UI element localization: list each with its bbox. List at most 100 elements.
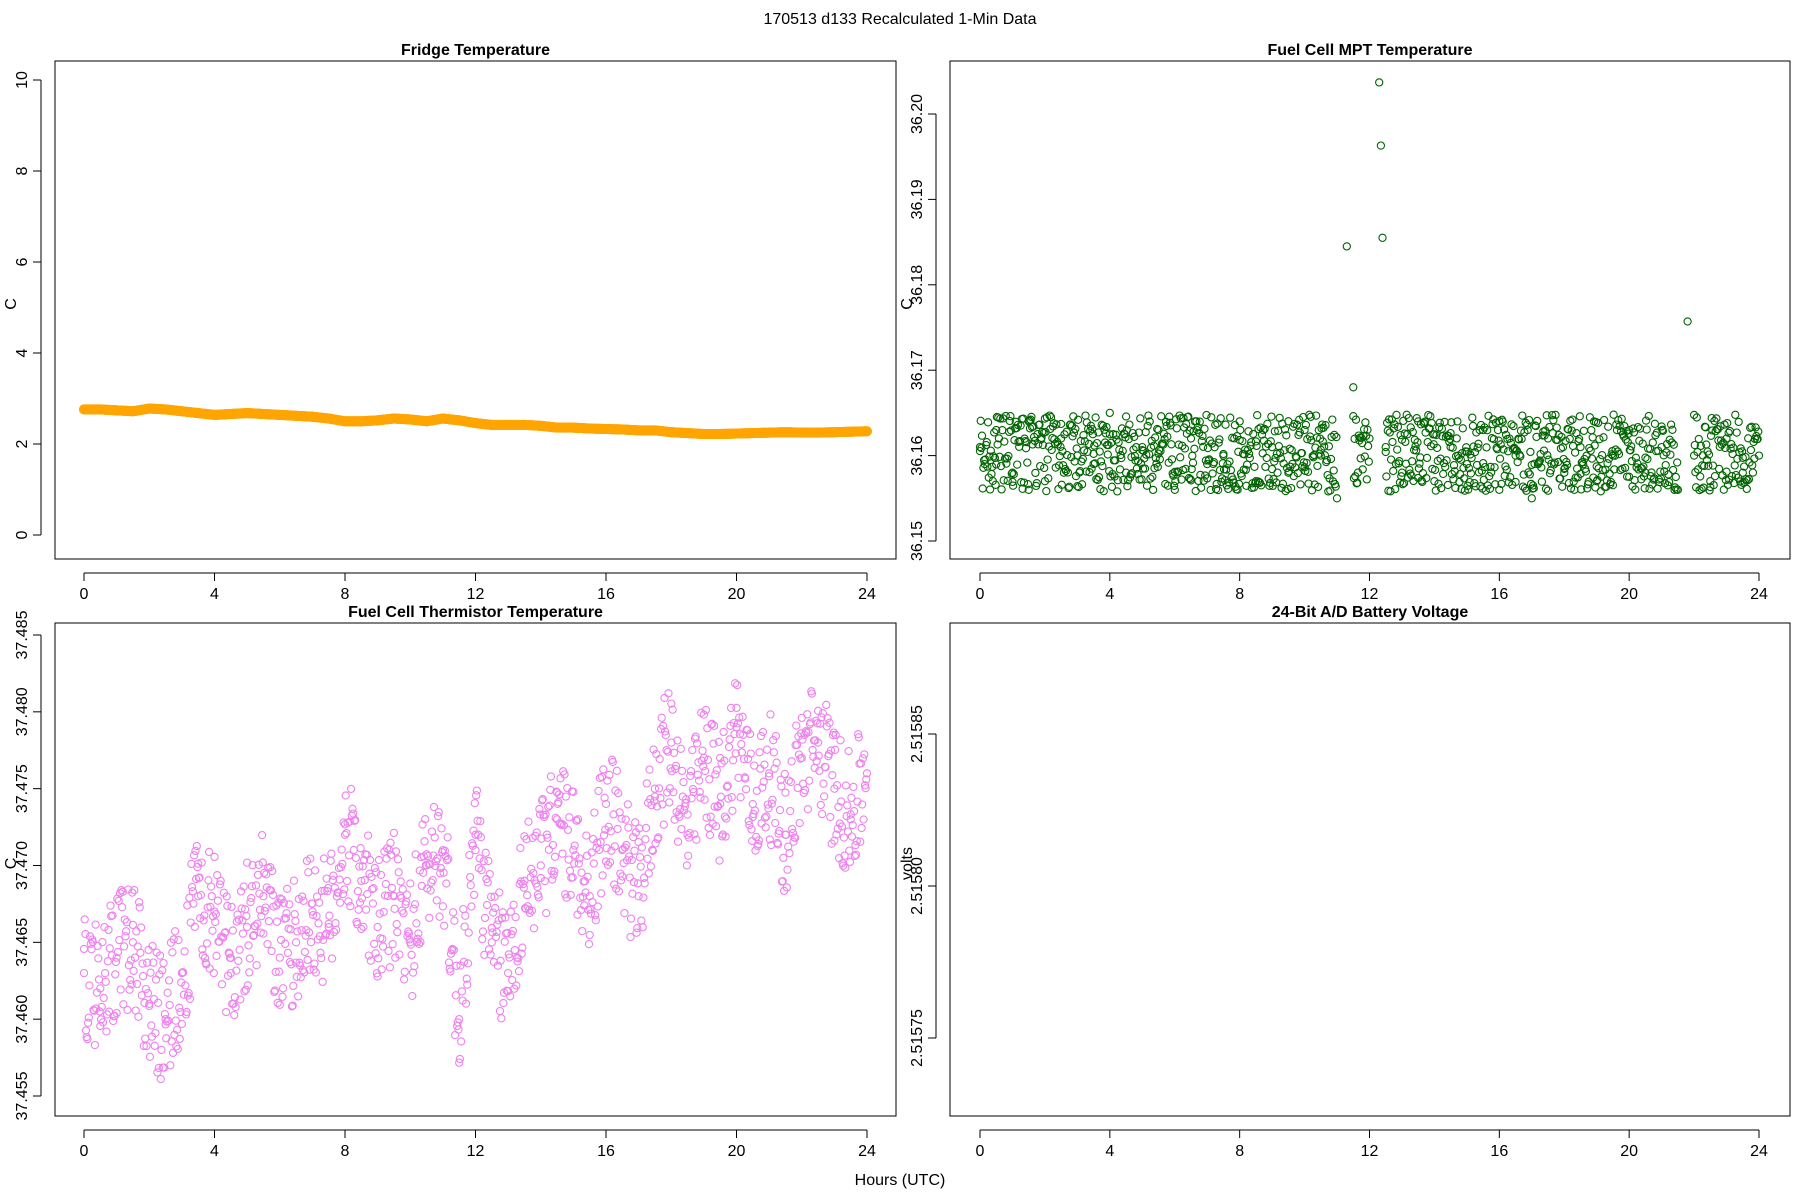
data-point <box>849 782 858 792</box>
data-point <box>189 851 199 860</box>
data-point <box>786 777 796 787</box>
data-point <box>685 828 694 838</box>
x-tick-label: 12 <box>467 586 485 603</box>
data-point <box>357 924 366 934</box>
plot-frame <box>54 60 897 560</box>
data-point <box>1604 422 1613 431</box>
data-point <box>590 808 599 817</box>
data-point <box>766 710 775 719</box>
data-point <box>843 827 853 836</box>
data-point <box>337 845 346 854</box>
data-point <box>206 882 216 891</box>
data-point <box>121 927 131 936</box>
data-point <box>715 856 724 865</box>
data-point <box>1188 451 1197 460</box>
data-point <box>1023 458 1032 467</box>
data-point <box>1196 483 1206 492</box>
data-point <box>1669 440 1678 449</box>
data-point <box>679 777 688 787</box>
data-point <box>163 988 172 997</box>
data-point <box>457 987 467 996</box>
panel-2: Fuel Cell MPT Temperature 0 4 8 12 16 20 24 36.1… <box>899 42 1791 603</box>
data-point <box>273 998 282 1008</box>
data-point <box>620 908 629 918</box>
data-point <box>472 786 482 795</box>
data-point <box>1452 434 1461 443</box>
data-point <box>1406 423 1415 432</box>
data-point <box>147 1021 156 1030</box>
data-point <box>245 954 254 963</box>
data-point <box>1527 494 1536 503</box>
data-point <box>148 941 157 951</box>
panel-3: Fuel Cell Thermistor Temperature 0 4 8 12 16 2… <box>3 604 897 1160</box>
data-point <box>314 919 323 928</box>
data-point <box>165 1000 174 1010</box>
data-point <box>621 815 630 824</box>
data-point <box>857 823 866 833</box>
data-point <box>175 1034 184 1044</box>
data-point <box>84 1013 93 1022</box>
data-point <box>1006 412 1015 421</box>
data-point <box>1226 466 1236 475</box>
data-point <box>100 969 110 978</box>
x-tick-label: 0 <box>80 1143 89 1160</box>
data-point <box>673 837 683 846</box>
data-point <box>359 922 368 931</box>
data-point <box>1375 78 1384 87</box>
data-point <box>79 968 89 978</box>
data-point <box>1683 317 1692 326</box>
data-point <box>682 861 692 870</box>
data-point <box>527 864 536 873</box>
y-tick-label: 37.465 <box>14 918 31 967</box>
x-tick-label: 24 <box>1750 1143 1768 1160</box>
data-point <box>1115 465 1125 474</box>
data-point <box>499 998 508 1008</box>
y-tick-label: 10 <box>14 71 31 89</box>
y-tick-label: 37.475 <box>14 764 31 813</box>
y-axis-label: C <box>3 298 20 310</box>
data-point <box>192 841 201 851</box>
data-point <box>705 775 714 784</box>
chart-title: 24-Bit A/D Battery Voltage <box>1272 604 1469 621</box>
data-point <box>464 928 473 937</box>
data-point <box>493 920 502 929</box>
data-point <box>510 945 520 955</box>
data-point <box>159 958 168 968</box>
data-point <box>228 926 238 935</box>
data-point <box>1376 141 1386 150</box>
data-point <box>1458 424 1467 433</box>
data-point <box>597 889 606 898</box>
data-point <box>1235 417 1244 426</box>
data-point <box>1388 437 1397 447</box>
data-point <box>399 909 408 918</box>
figure-xlabel: Hours (UTC) <box>855 1172 946 1189</box>
data-point <box>263 939 272 949</box>
data-points-dense <box>975 410 1763 496</box>
data-point <box>1091 413 1100 422</box>
plot-frame <box>949 622 1791 1117</box>
data-point <box>342 876 352 886</box>
data-point <box>561 792 571 801</box>
y-tick-label: 36.15 <box>909 521 926 561</box>
data-point <box>1167 440 1176 449</box>
data-point <box>1000 437 1009 446</box>
data-point <box>641 835 650 844</box>
data-point <box>655 754 664 764</box>
data-point <box>1648 438 1657 447</box>
data-point <box>1635 424 1645 433</box>
data-point <box>425 913 434 923</box>
data-point <box>1301 420 1311 430</box>
data-point <box>1507 420 1516 429</box>
data-point <box>1426 412 1435 421</box>
data-point <box>482 900 492 910</box>
data-point <box>808 745 817 755</box>
y-axis-label: C <box>899 298 916 310</box>
data-point <box>1734 417 1743 427</box>
data-point <box>1455 477 1464 487</box>
data-point <box>570 841 579 850</box>
chart-title: Fuel Cell Thermistor Temperature <box>348 604 603 621</box>
data-point <box>556 774 565 783</box>
data-point <box>465 850 474 860</box>
data-point <box>463 959 473 968</box>
data-point <box>1253 411 1262 420</box>
